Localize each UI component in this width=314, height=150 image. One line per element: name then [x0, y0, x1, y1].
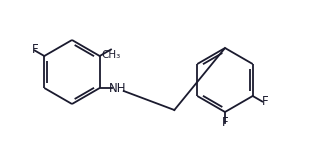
Text: F: F [262, 95, 269, 108]
Text: CH₃: CH₃ [101, 51, 121, 60]
Text: NH: NH [109, 81, 127, 94]
Text: F: F [31, 43, 38, 56]
Text: F: F [222, 117, 228, 129]
